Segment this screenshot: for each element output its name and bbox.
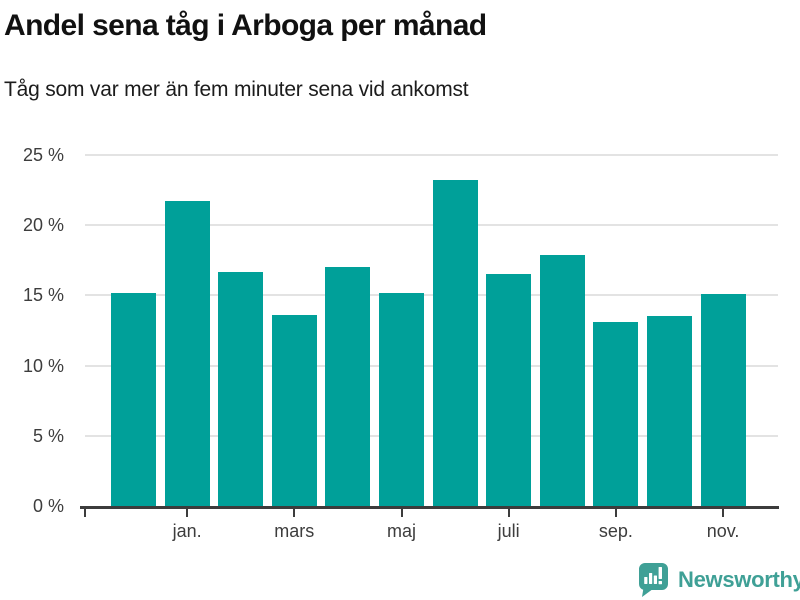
- newsworthy-brand: Newsworthy: [638, 562, 800, 598]
- bar-month-7: [432, 180, 478, 506]
- bar-month-12: [700, 294, 746, 506]
- bar-month-8: [486, 274, 532, 506]
- x-axis-line: [80, 506, 779, 509]
- gridline-25: [85, 154, 778, 156]
- y-axis-labels: 0 % 5 % 10 % 15 % 20 % 25 %: [0, 145, 64, 516]
- bar-month-5: [325, 267, 371, 506]
- bar-month-11: [647, 316, 692, 506]
- bar-month-9: [539, 254, 585, 506]
- x-axis-origin-tick: [84, 509, 86, 517]
- x-tick-sep.: [614, 509, 617, 517]
- x-tick-label: maj: [386, 521, 416, 541]
- bar-month-10: [593, 322, 639, 506]
- brand-name: Newsworthy: [678, 567, 800, 592]
- y-tick-label: 5 %: [32, 425, 64, 446]
- newsworthy-logo-icon: [638, 563, 668, 597]
- y-tick-label: 15 %: [22, 285, 64, 306]
- x-tick-label: nov.: [706, 521, 740, 541]
- y-tick-label: 0 %: [32, 496, 64, 516]
- bar-month-1: [111, 292, 156, 506]
- x-tick-label: sep.: [598, 521, 633, 541]
- y-tick-label: 25 %: [22, 145, 64, 165]
- bar-month-6: [379, 292, 424, 506]
- x-tick-maj: [400, 509, 403, 517]
- gridline-20: [85, 224, 778, 227]
- y-tick-label: 10 %: [22, 355, 64, 376]
- x-tick-juli: [507, 509, 510, 517]
- x-tick-mars: [293, 509, 296, 517]
- gridline-15: [85, 294, 778, 297]
- chart-subtitle: Tåg som var mer än fem minuter sena vid …: [4, 78, 469, 101]
- x-tick-label: juli: [497, 521, 520, 541]
- x-tick-nov.: [722, 509, 725, 517]
- x-tick-label: jan.: [172, 521, 202, 541]
- chart-title: Andel sena tåg i Arboga per månad: [4, 9, 487, 42]
- gridline-5: [85, 434, 778, 437]
- bar-month-2: [164, 201, 210, 506]
- gridline-10: [85, 364, 778, 367]
- y-tick-label: 20 %: [22, 215, 64, 236]
- x-tick-label: mars: [274, 521, 315, 541]
- bar-month-4: [271, 315, 317, 506]
- bar-chart-plot-area: [85, 154, 778, 506]
- mini-bar-chart-glyph: [644, 567, 662, 585]
- x-tick-jan.: [186, 509, 189, 517]
- bar-month-3: [218, 271, 264, 506]
